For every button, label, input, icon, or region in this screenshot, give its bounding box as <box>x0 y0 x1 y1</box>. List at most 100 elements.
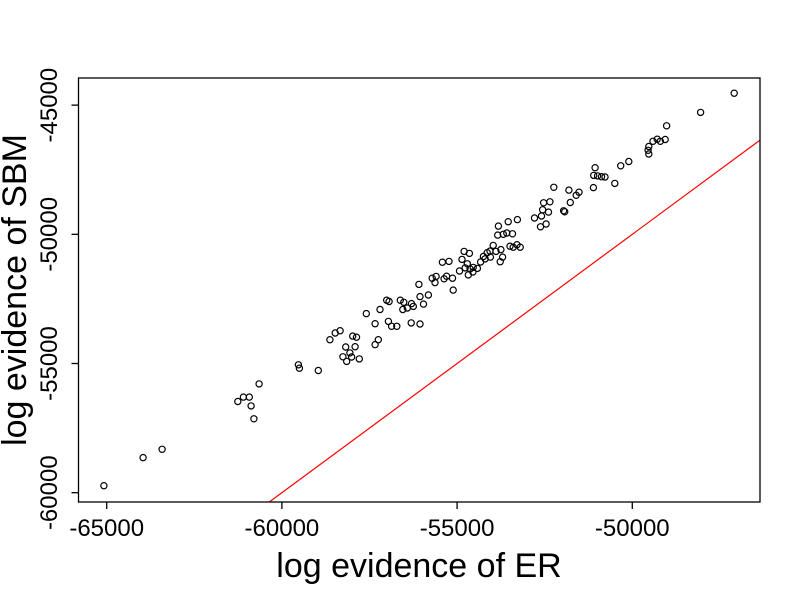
data-point <box>625 157 633 166</box>
data-point <box>486 253 495 261</box>
data-point <box>336 327 344 335</box>
y-tick-label: -60000 <box>36 455 63 530</box>
x-tick-label: -55000 <box>420 515 495 542</box>
data-point <box>349 332 357 340</box>
data-point <box>424 291 433 299</box>
data-point <box>565 186 573 194</box>
data-point <box>314 366 322 375</box>
data-point <box>355 355 363 363</box>
data-point <box>346 349 354 357</box>
data-point <box>100 482 108 490</box>
data-point <box>245 393 253 401</box>
y-axis-label: log evidence of SBM <box>0 134 34 446</box>
data-point <box>504 217 512 226</box>
data-point <box>295 364 304 372</box>
data-point <box>589 183 598 192</box>
data-point <box>498 253 507 261</box>
data-point <box>419 300 428 308</box>
data-point <box>536 223 545 231</box>
data-point <box>566 198 575 207</box>
data-point <box>506 242 514 250</box>
data-point <box>407 319 415 327</box>
data-point <box>539 199 548 207</box>
data-point <box>617 162 625 170</box>
data-point <box>376 305 384 314</box>
data-point <box>239 393 248 401</box>
y-tick-label: -50000 <box>36 197 63 272</box>
data-point <box>385 297 393 306</box>
data-point <box>494 222 503 230</box>
data-point <box>371 320 379 328</box>
x-tick-label: -50000 <box>595 515 670 542</box>
data-point <box>343 357 351 366</box>
identity-line <box>268 139 761 503</box>
data-point <box>458 255 466 264</box>
data-point <box>455 267 464 275</box>
data-point <box>431 278 439 287</box>
x-tick-label: -65000 <box>69 515 144 542</box>
data-point <box>399 305 407 314</box>
data-point <box>489 241 497 250</box>
data-point <box>696 108 705 117</box>
data-point <box>461 264 469 272</box>
axis-ticks <box>71 104 633 509</box>
data-point <box>661 135 669 144</box>
data-point <box>546 198 554 206</box>
data-point <box>255 380 263 388</box>
data-point <box>601 173 609 181</box>
data-point <box>473 264 482 273</box>
data-point <box>656 137 665 145</box>
data-point <box>464 271 472 279</box>
data-point <box>644 146 652 154</box>
data-point <box>649 137 657 145</box>
data-point <box>662 122 671 130</box>
data-point <box>400 298 408 306</box>
data-point <box>611 179 619 188</box>
data-point <box>445 257 453 266</box>
data-point <box>537 212 546 220</box>
data-point <box>449 286 457 294</box>
data-point <box>516 243 524 251</box>
data-point <box>352 333 361 341</box>
data-point <box>326 336 334 344</box>
data-point <box>342 343 350 351</box>
x-axis-label: log evidence of ER <box>276 547 561 585</box>
data-point <box>645 142 653 151</box>
data-point <box>730 89 738 97</box>
data-point <box>465 249 474 258</box>
data-point <box>593 172 602 180</box>
data-point <box>247 402 255 410</box>
data-point <box>597 172 606 181</box>
data-point <box>415 280 423 289</box>
data-point <box>575 188 583 196</box>
data-point <box>158 445 166 453</box>
plot-border <box>77 77 761 503</box>
x-tick-label: -60000 <box>245 515 320 542</box>
data-point <box>559 207 568 215</box>
points-layer <box>100 89 738 490</box>
data-point <box>542 220 550 228</box>
data-point <box>508 230 517 238</box>
data-point <box>139 453 147 462</box>
axis-tick-labels: -65000 -60000 -55000 -50000-60000-55000-500… <box>36 68 670 542</box>
data-point <box>294 361 303 369</box>
data-point <box>497 245 505 254</box>
data-point <box>416 320 424 328</box>
data-point <box>416 292 424 301</box>
data-point <box>590 171 598 180</box>
data-point <box>550 183 558 191</box>
data-point <box>591 163 599 172</box>
data-point <box>561 208 569 216</box>
y-tick-label: -55000 <box>36 326 63 401</box>
data-point <box>432 272 440 281</box>
data-point <box>492 247 500 256</box>
y-tick-label: -45000 <box>36 68 63 143</box>
data-point <box>544 208 553 216</box>
data-point <box>384 317 393 326</box>
data-point <box>438 258 447 266</box>
data-point <box>409 302 417 311</box>
data-point <box>362 309 370 318</box>
data-point <box>499 230 507 238</box>
